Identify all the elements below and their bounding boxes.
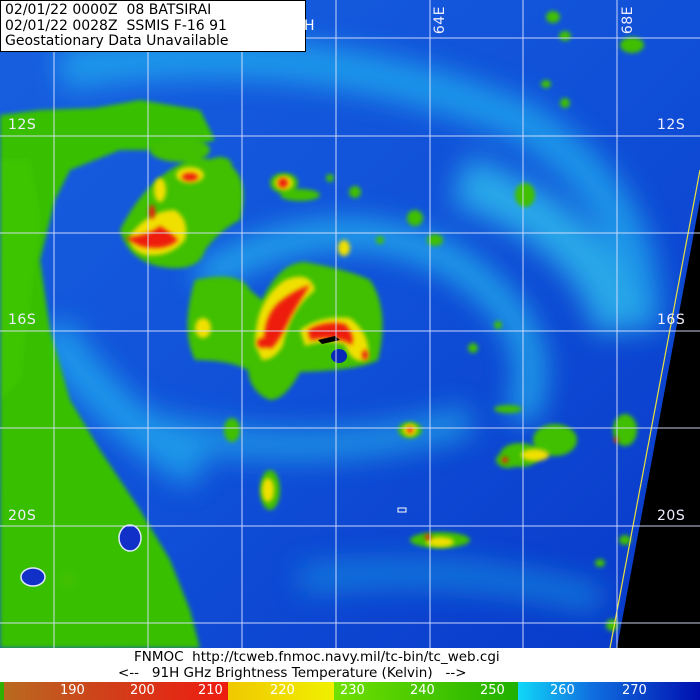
colorbar-segment-yellow — [228, 682, 334, 700]
cyan-rainbands — [33, 37, 661, 613]
lat-label-12s-right: 12S — [657, 117, 686, 133]
lat-label-20s-right: 20S — [657, 508, 686, 524]
colorbar-tick-220: 220 — [270, 683, 295, 698]
small-island-outline — [397, 507, 407, 513]
swath-edge-line — [609, 169, 700, 648]
colorbar-tick-250: 250 — [480, 683, 505, 698]
coldest-core — [318, 336, 340, 344]
colorbar-tick-230: 230 — [340, 683, 365, 698]
colorbar-segment-blue — [518, 682, 700, 700]
reunion-island-outline — [118, 524, 142, 552]
lon-label-64e: 64E — [432, 6, 448, 35]
colorbar-segment-edge — [0, 682, 4, 700]
colorbar-tick-240: 240 — [410, 683, 435, 698]
lat-label-12s-left: 12S — [8, 117, 37, 133]
title-line-3: Geostationary Data Unavailable — [5, 33, 229, 49]
title-line-2-tail: H — [304, 18, 315, 34]
microwave-imagery-map — [0, 0, 700, 648]
colorbar-tick-270: 270 — [622, 683, 647, 698]
colorbar-segment-green — [334, 682, 518, 700]
colorbar-tick-190: 190 — [60, 683, 85, 698]
colorbar-tick-200: 200 — [130, 683, 155, 698]
colorbar-tick-260: 260 — [550, 683, 575, 698]
lat-label-16s-right: 16S — [657, 312, 686, 328]
no-data-region — [617, 200, 700, 648]
color-scale-bar — [0, 682, 700, 700]
lat-label-20s-left: 20S — [8, 508, 37, 524]
lat-label-16s-left: 16S — [8, 312, 37, 328]
colorbar-tick-210: 210 — [198, 683, 223, 698]
title-line-1: 02/01/22 0000Z 08 BATSIRAI — [5, 2, 212, 18]
footer: FNMOC http://tcweb.fnmoc.navy.mil/tc-bin… — [0, 648, 700, 682]
credit-text: FNMOC http://tcweb.fnmoc.navy.mil/tc-bin… — [134, 649, 500, 665]
product-title-box: 02/01/22 0000Z 08 BATSIRAI 02/01/22 0028Z… — [0, 0, 306, 52]
lon-label-68e: 68E — [620, 6, 636, 35]
title-line-2: 02/01/22 0028Z SSMIS F-16 91 — [5, 17, 227, 34]
lat-lon-grid — [0, 0, 700, 648]
eye — [331, 349, 347, 363]
mauritius-island-outline — [20, 567, 46, 587]
scale-title: <-- 91H GHz Brightness Temperature (Kelv… — [118, 665, 467, 681]
colorbar-segment-red — [4, 682, 228, 700]
